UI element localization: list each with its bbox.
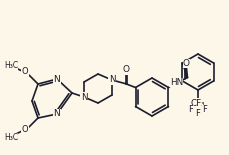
Text: O: O (22, 67, 28, 77)
Text: CF₃: CF₃ (191, 98, 205, 108)
Text: F: F (196, 108, 200, 117)
Text: N: N (54, 75, 60, 84)
Text: H₃C: H₃C (4, 62, 18, 71)
Text: O: O (122, 65, 129, 74)
Text: N: N (54, 109, 60, 119)
Text: N: N (81, 93, 87, 102)
Text: HN: HN (170, 78, 183, 87)
Text: O: O (22, 126, 28, 135)
Text: O: O (183, 59, 190, 68)
Text: H₃C: H₃C (4, 133, 18, 142)
Text: F: F (188, 106, 194, 115)
Text: F: F (203, 106, 207, 115)
Text: N: N (109, 75, 115, 84)
